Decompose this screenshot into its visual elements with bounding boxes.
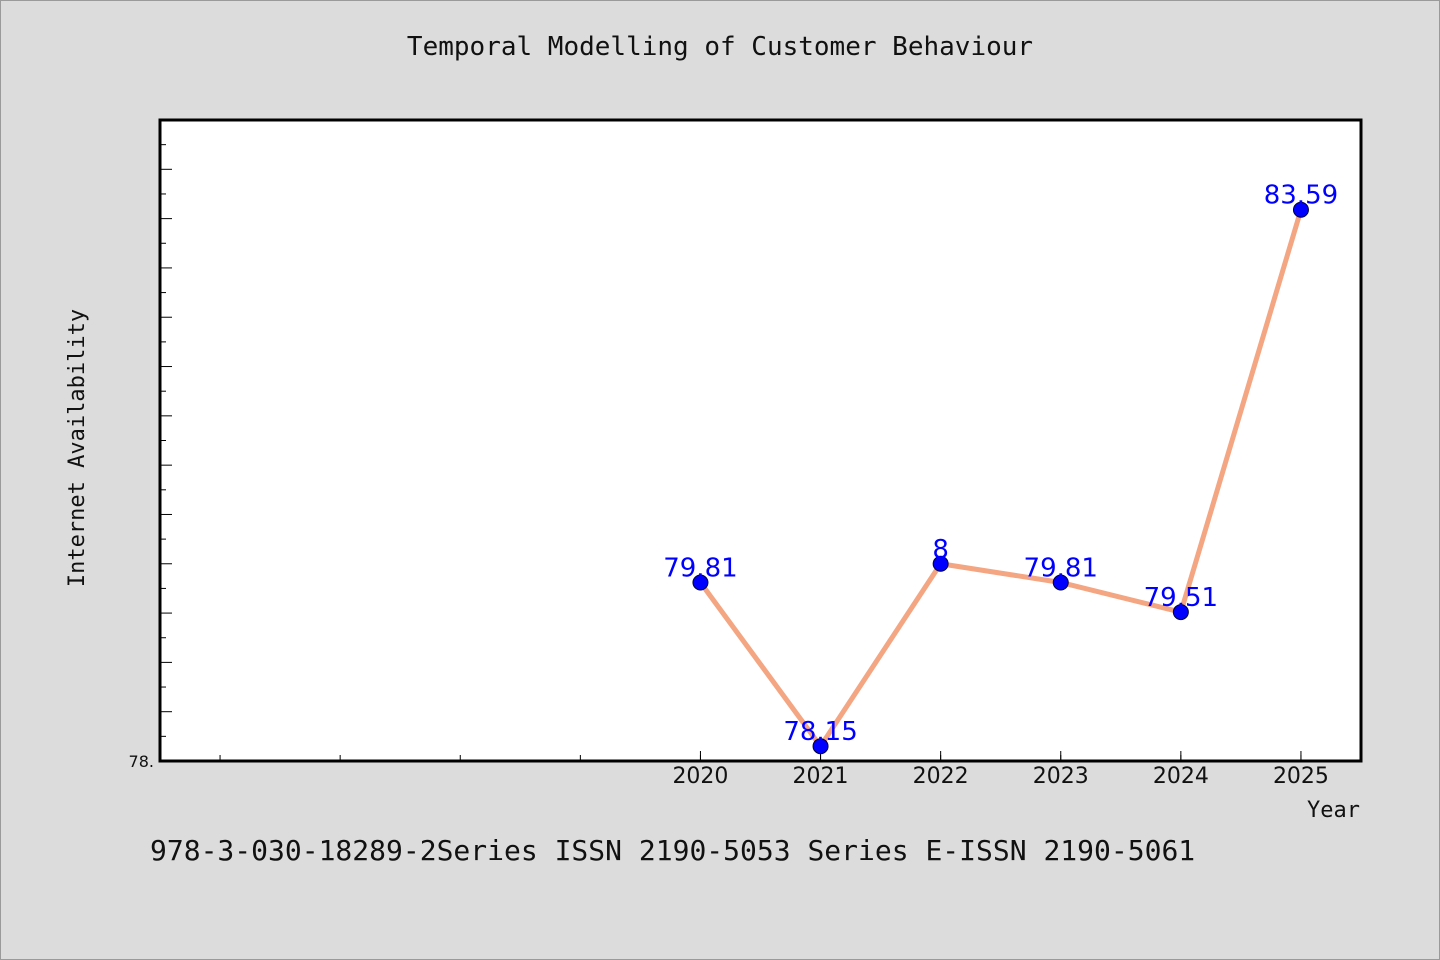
x-tick-label: 2025 bbox=[1273, 764, 1329, 789]
x-axis-label: Year bbox=[1307, 798, 1360, 823]
data-label: 79.51 bbox=[1144, 583, 1218, 613]
data-label: 83.59 bbox=[1264, 181, 1338, 211]
y-axis-min-label: 78. bbox=[129, 752, 154, 771]
data-label: 79.81 bbox=[663, 554, 737, 584]
data-label: 8 bbox=[932, 535, 949, 565]
data-point bbox=[692, 574, 709, 591]
series-layer: 79.81 78.15 8 79.81 79.51 83.59 bbox=[663, 181, 1338, 755]
x-tick-label: 2024 bbox=[1153, 764, 1209, 789]
y-axis-ticks bbox=[160, 144, 172, 737]
x-tick-label: 2023 bbox=[1033, 764, 1089, 789]
chart-title: Temporal Modelling of Customer Behaviour bbox=[406, 32, 1034, 62]
data-point bbox=[1052, 574, 1069, 591]
data-point bbox=[812, 738, 829, 755]
data-label: 79.81 bbox=[1024, 554, 1098, 584]
x-tick-label: 2020 bbox=[672, 764, 728, 789]
footer-note: 978-3-030-18289-2Series ISSN 2190-5053 S… bbox=[150, 834, 1196, 867]
y-axis-label: Internet Availability bbox=[65, 309, 90, 587]
x-tick-label: 2021 bbox=[793, 764, 849, 789]
x-axis-ticks: 2020 2021 2022 2023 2024 2025 bbox=[219, 751, 1329, 789]
data-point bbox=[932, 555, 949, 572]
data-point bbox=[1172, 604, 1189, 621]
plot-area bbox=[158, 118, 1363, 763]
data-point bbox=[1292, 201, 1309, 218]
x-tick-label: 2022 bbox=[913, 764, 969, 789]
series-line bbox=[698, 209, 1304, 751]
data-label: 78.15 bbox=[783, 717, 857, 747]
